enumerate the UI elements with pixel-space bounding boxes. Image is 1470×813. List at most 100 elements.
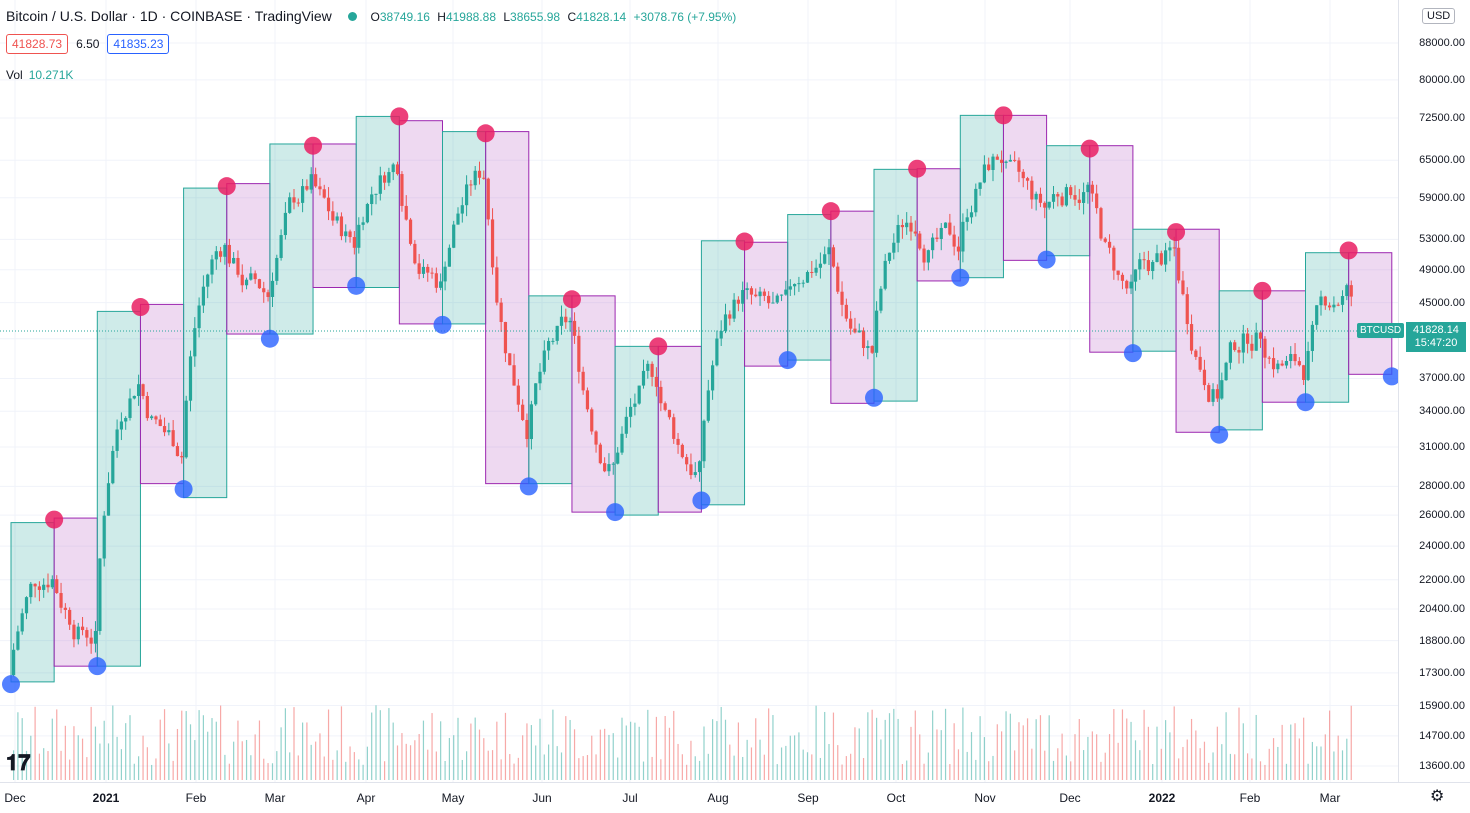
pivot-high-marker [562,290,581,309]
volume-bar [1035,719,1037,780]
volume-bar [962,707,964,780]
candle-body [219,251,223,257]
time-axis[interactable]: Dec 2021 Feb Mar Apr May Jun Jul Aug Sep Oct Nov Dec… [0,782,1470,813]
candle-body [253,273,257,280]
pivot-high-marker [217,177,236,196]
range-box [355,115,400,288]
candle-body [987,164,991,170]
volume-bar [1078,719,1080,780]
volume-bar [146,747,148,780]
time-tick-label: Apr [356,791,376,805]
candle-body [50,579,54,588]
buy-button[interactable]: 41835.23 [107,34,170,54]
settings-gear-icon[interactable]: ⚙ [1430,788,1445,805]
tradingview-logo-icon[interactable]: 𝟏𝟕 [6,750,31,775]
volume-bar [284,708,286,780]
candle-body [516,385,520,405]
volume-bar [47,751,49,780]
candle-body [1159,253,1163,265]
candle-body [1177,247,1181,281]
volume-bar [1104,752,1106,780]
price-axis[interactable]: 88000.00 80000.00 72500.00 65000.00 59000.00… [1398,0,1470,782]
volume-bar [988,761,990,780]
sell-button[interactable]: 41828.73 [6,34,69,54]
volume-bar [418,734,420,780]
volume-bar [271,763,274,780]
candle-body [482,177,486,179]
candle-body [400,174,404,206]
volume-bar [612,733,614,780]
candle-body [801,282,805,284]
volume-bar [1156,726,1158,780]
candle-body [283,212,287,236]
time-tick-label: Jul [622,791,638,805]
candle-body [831,247,836,267]
candle-body [1125,280,1129,289]
candle-body [603,463,607,472]
candle-body [1297,361,1301,366]
time-tick-label: Oct [886,791,906,805]
candle-body [849,318,853,329]
candle-body [1164,250,1168,265]
range-box [959,114,1004,279]
volume-bar [1251,758,1253,780]
candle-body [1073,195,1077,200]
volume-bar [327,709,330,780]
volume-bar [845,756,847,780]
volume-bar [755,718,757,780]
price-tick-label: 28000.00 [1419,480,1465,493]
volume-bar [1178,758,1180,780]
volume-legend[interactable]: Vol 10.271K [6,68,73,82]
volume-bar [647,709,649,780]
range-box [183,187,228,499]
price-chart[interactable] [0,0,1398,782]
candle-body [1051,194,1056,202]
time-tick-label: Jun [532,791,552,805]
volume-bar [258,720,261,780]
candle-body [20,613,24,632]
volume-bar [1117,742,1119,780]
candle-body [24,597,29,614]
symbol-title[interactable]: Bitcoin / U.S. Dollar · 1D · COINBASE · … [6,8,332,24]
pivot-high-marker [1339,241,1358,260]
volume-bar [940,730,942,780]
volume-bar [698,760,701,780]
volume-bar [560,752,563,780]
candle-body [1069,187,1073,196]
candle-body [98,558,102,631]
candle-body [693,472,697,476]
candle-body [1237,350,1241,353]
pivot-low-marker [2,675,20,694]
time-tick-label: Feb [1239,791,1261,805]
candle-body [361,222,365,225]
volume-bar [737,722,739,780]
symbol-legend[interactable]: Bitcoin / U.S. Dollar · 1D · COINBASE · … [6,8,736,24]
volume-bar [780,747,783,780]
volume-bar [116,736,118,780]
candle-body [758,291,762,297]
candle-body [1008,159,1012,162]
volume-bar [1216,726,1218,780]
volume-bar [1044,750,1046,780]
candle-body [870,346,874,353]
time-tick-label: Dec [4,791,26,805]
time-tick-label: May [441,791,465,805]
time-tick-label: Mar [264,791,286,805]
candle-body [1151,261,1155,272]
volume-bar [13,750,15,780]
currency-selector[interactable]: USD [1422,8,1456,24]
volume-bar [789,735,791,780]
volume-bar [1229,753,1231,780]
volume-label: Vol [6,68,23,82]
volume-bar [932,710,934,780]
candle-body [469,184,473,186]
candle-body [542,350,546,372]
volume-bar [897,718,899,780]
candle-body [188,356,193,401]
candle-body [395,164,400,175]
range-box [700,240,746,506]
candle-body [1284,360,1289,366]
volume-bar [94,726,97,780]
candle-body [512,365,516,386]
volume-bar [138,756,140,780]
